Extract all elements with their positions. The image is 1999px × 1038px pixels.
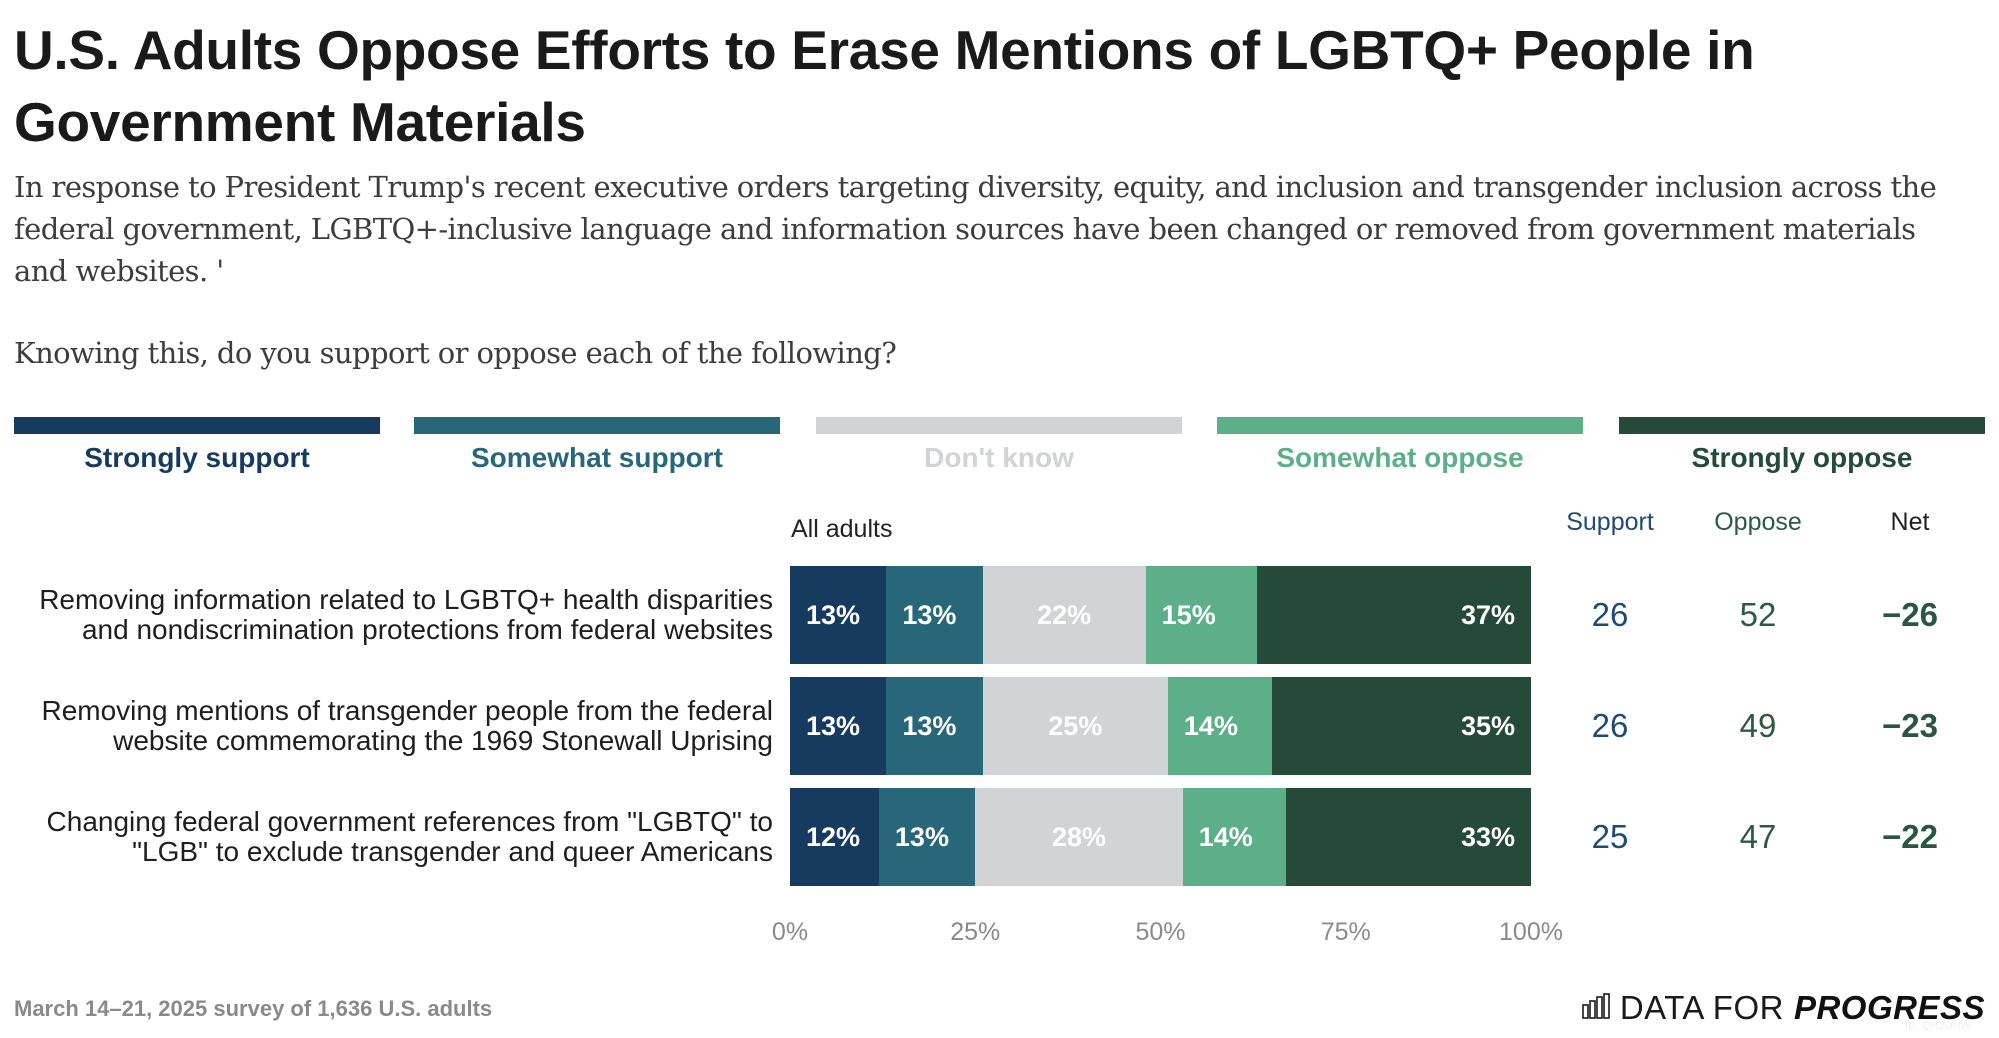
data-label-strongly-oppose: 35% xyxy=(1460,711,1515,741)
bar-segment-somewhat-oppose xyxy=(1145,566,1257,664)
data-label-don-t-know: 28% xyxy=(1051,822,1106,852)
row-label: Changing federal government references f… xyxy=(46,806,773,867)
data-label-somewhat-oppose: 14% xyxy=(1198,822,1253,852)
data-label-somewhat-support: 13% xyxy=(894,822,949,852)
summary-oppose: 47 xyxy=(1739,818,1777,855)
legend-swatch-somewhat-oppose xyxy=(1217,417,1583,434)
bar-chart-icon xyxy=(1582,992,1610,1024)
bar-segment-strongly-oppose xyxy=(1256,566,1531,664)
bar-segment-strongly-oppose xyxy=(1271,677,1531,775)
summary-net: −23 xyxy=(1882,707,1938,744)
summary-support: 25 xyxy=(1591,818,1629,855)
legend-label-strongly-oppose: Strongly oppose xyxy=(1691,442,1913,473)
data-label-strongly-support: 13% xyxy=(806,711,861,741)
x-tick-label: 25% xyxy=(950,918,1001,946)
bar-segment-strongly-support xyxy=(790,677,887,775)
group-label: All adults xyxy=(791,515,893,543)
legend-label-somewhat-oppose: Somewhat oppose xyxy=(1276,442,1524,473)
legend-swatch-don-t-know xyxy=(816,417,1182,434)
legend-swatch-strongly-oppose xyxy=(1619,417,1985,434)
bar-segment-somewhat-oppose xyxy=(1167,677,1272,775)
bar-segment-strongly-oppose xyxy=(1286,788,1531,886)
data-label-strongly-oppose: 37% xyxy=(1460,600,1515,630)
bar-segment-strongly-support xyxy=(790,788,879,886)
survey-note: March 14–21, 2025 survey of 1,636 U.S. a… xyxy=(14,996,493,1021)
legend-label-strongly-support: Strongly support xyxy=(84,442,310,473)
row-label: Removing information related to LGBTQ+ h… xyxy=(39,584,773,645)
data-for-progress-logo: DATA FOR PROGRESS xyxy=(1582,988,1985,1028)
bar-segment-don-t-know xyxy=(975,788,1183,886)
legend-label-somewhat-support: Somewhat support xyxy=(470,442,723,473)
bar-segment-don-t-know xyxy=(982,566,1146,664)
summary-oppose: 49 xyxy=(1739,707,1777,744)
data-label-don-t-know: 22% xyxy=(1037,600,1092,630)
data-label-somewhat-support: 13% xyxy=(902,711,957,741)
bar-segment-somewhat-support xyxy=(886,677,983,775)
x-tick-label: 0% xyxy=(771,918,809,946)
x-tick-label: 75% xyxy=(1320,918,1371,946)
x-tick-label: 50% xyxy=(1135,918,1186,946)
data-label-somewhat-support: 13% xyxy=(902,600,957,630)
summary-support: 26 xyxy=(1591,596,1629,633)
data-label-somewhat-oppose: 15% xyxy=(1161,600,1216,630)
chart-subtitle: In response to President Trump's recent … xyxy=(14,170,1937,288)
logo-text-progress: PROGRESS xyxy=(1793,989,1985,1026)
bar-segment-strongly-support xyxy=(790,566,887,664)
data-label-strongly-support: 12% xyxy=(806,822,861,852)
bar-segment-somewhat-support xyxy=(878,788,976,886)
legend-swatch-somewhat-support xyxy=(414,417,780,434)
column-header-support: Support xyxy=(1566,508,1654,536)
summary-net: −26 xyxy=(1882,596,1938,633)
row-label: Removing mentions of transgender people … xyxy=(41,695,773,756)
legend-swatch-strongly-support xyxy=(14,417,380,434)
data-label-strongly-oppose: 33% xyxy=(1460,822,1515,852)
data-label-strongly-support: 13% xyxy=(806,600,861,630)
bar-segment-don-t-know xyxy=(982,677,1168,775)
chart-id: ID: QH2DHW xyxy=(1905,1020,1971,1032)
summary-support: 26 xyxy=(1591,707,1629,744)
bar-segment-somewhat-oppose xyxy=(1182,788,1287,886)
logo-text-data-for: DATA FOR xyxy=(1619,989,1784,1026)
data-label-somewhat-oppose: 14% xyxy=(1183,711,1238,741)
x-tick-label: 100% xyxy=(1499,918,1563,946)
column-header-net: Net xyxy=(1890,508,1930,536)
chart-title: U.S. Adults Oppose Efforts to Erase Ment… xyxy=(14,19,1755,153)
survey-question: Knowing this, do you support or oppose e… xyxy=(14,336,897,370)
data-label-don-t-know: 25% xyxy=(1048,711,1103,741)
summary-net: −22 xyxy=(1882,818,1938,855)
bar-segment-somewhat-support xyxy=(886,566,983,664)
legend-label-don-t-know: Don't know xyxy=(924,442,1074,473)
summary-oppose: 52 xyxy=(1739,596,1777,633)
column-header-oppose: Oppose xyxy=(1714,508,1802,536)
